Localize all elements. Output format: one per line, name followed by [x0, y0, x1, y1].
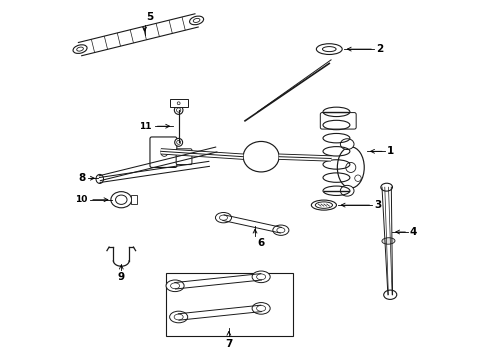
Ellipse shape	[174, 106, 183, 114]
Bar	[166, 273, 294, 336]
Ellipse shape	[337, 147, 364, 188]
Ellipse shape	[382, 238, 395, 244]
Ellipse shape	[311, 200, 337, 210]
FancyBboxPatch shape	[150, 137, 177, 167]
Ellipse shape	[96, 174, 103, 184]
Ellipse shape	[322, 46, 336, 51]
Text: 11: 11	[139, 122, 152, 131]
Ellipse shape	[273, 225, 289, 235]
Ellipse shape	[341, 185, 354, 196]
Ellipse shape	[166, 280, 184, 292]
Ellipse shape	[243, 141, 279, 172]
Ellipse shape	[252, 302, 270, 314]
Ellipse shape	[111, 192, 132, 208]
Ellipse shape	[73, 45, 87, 53]
Ellipse shape	[341, 139, 354, 149]
Text: 5: 5	[147, 12, 154, 22]
FancyBboxPatch shape	[176, 149, 192, 165]
Ellipse shape	[170, 311, 188, 323]
Text: 4: 4	[410, 227, 417, 237]
Ellipse shape	[190, 16, 204, 25]
Text: 7: 7	[225, 338, 233, 348]
Text: 8: 8	[78, 173, 85, 183]
Ellipse shape	[116, 195, 127, 204]
Text: 1: 1	[387, 146, 394, 156]
Ellipse shape	[315, 202, 333, 208]
Text: 3: 3	[374, 200, 381, 210]
Bar	[170, 99, 188, 107]
Ellipse shape	[216, 212, 231, 223]
Ellipse shape	[252, 271, 270, 283]
Ellipse shape	[175, 138, 183, 146]
Ellipse shape	[317, 44, 342, 54]
FancyBboxPatch shape	[320, 113, 356, 129]
Bar	[131, 195, 137, 204]
Text: 10: 10	[75, 195, 87, 204]
Text: 9: 9	[118, 272, 125, 282]
Text: 6: 6	[258, 238, 265, 248]
Text: 2: 2	[376, 44, 383, 54]
